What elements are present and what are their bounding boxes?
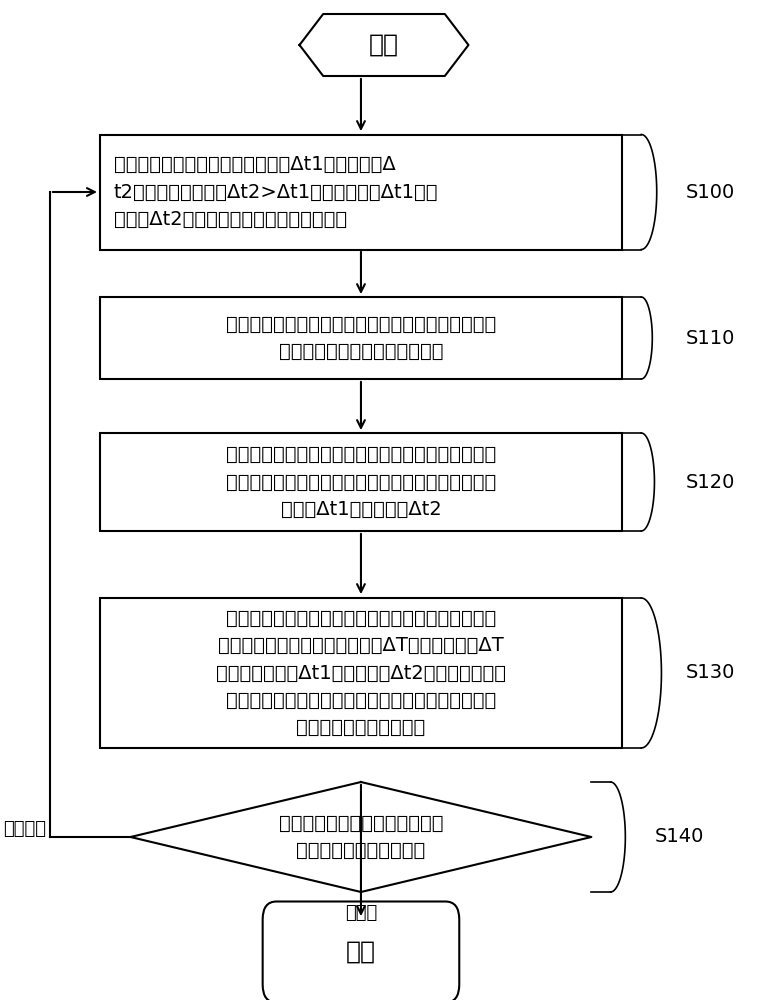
Text: 开始: 开始	[369, 33, 399, 57]
Text: S110: S110	[686, 328, 735, 348]
Text: 结束: 结束	[346, 940, 376, 964]
Text: 根据预先设置的室外环境温度与制热阀值及制冷阀值
的映射关系，获得与所获取的室外环境温度对应的制
热阀值Δt1及制冷阀值Δt2: 根据预先设置的室外环境温度与制热阀值及制冷阀值 的映射关系，获得与所获取的室外环…	[226, 445, 496, 519]
Text: 预先设置室外环境温度与制热阀值Δt1及制冷阀值Δ
t2的映射关系，其中Δt2>Δt1，且制热阀值Δt1及制
冷阀值Δt2随着室外环境温度的升高而变小: 预先设置室外环境温度与制热阀值Δt1及制冷阀值Δ t2的映射关系，其中Δt2>Δ…	[114, 155, 439, 229]
Text: S120: S120	[686, 473, 735, 491]
Text: S130: S130	[686, 664, 735, 682]
Text: S140: S140	[655, 828, 704, 846]
Bar	[100, 433, 622, 531]
FancyBboxPatch shape	[263, 902, 459, 1000]
Bar	[100, 598, 622, 748]
Text: 未接收到: 未接收到	[3, 820, 46, 838]
Text: 运行过程中，是否接收到空调器
自适应运行模式退出指令: 运行过程中，是否接收到空调器 自适应运行模式退出指令	[279, 814, 443, 860]
Text: 在空调器进入自适应运行模式后，侦测到环境温度获
取指令时，获取室内外环境温度: 在空调器进入自适应运行模式后，侦测到环境温度获 取指令时，获取室内外环境温度	[226, 315, 496, 361]
Text: 接收到: 接收到	[345, 904, 377, 922]
Bar	[100, 134, 622, 249]
Bar	[100, 297, 622, 379]
Polygon shape	[300, 14, 468, 76]
Text: 获取用户设定的目标温度，计算获得所述室内环境温
度与用户设定的目标温度的差值ΔT，并将该差值ΔT
与所述制热阀值Δt1、制冷阀值Δt2进行比较，并根
据比较结果: 获取用户设定的目标温度，计算获得所述室内环境温 度与用户设定的目标温度的差值ΔT…	[216, 609, 506, 737]
Polygon shape	[131, 782, 591, 892]
Text: S100: S100	[686, 182, 735, 202]
